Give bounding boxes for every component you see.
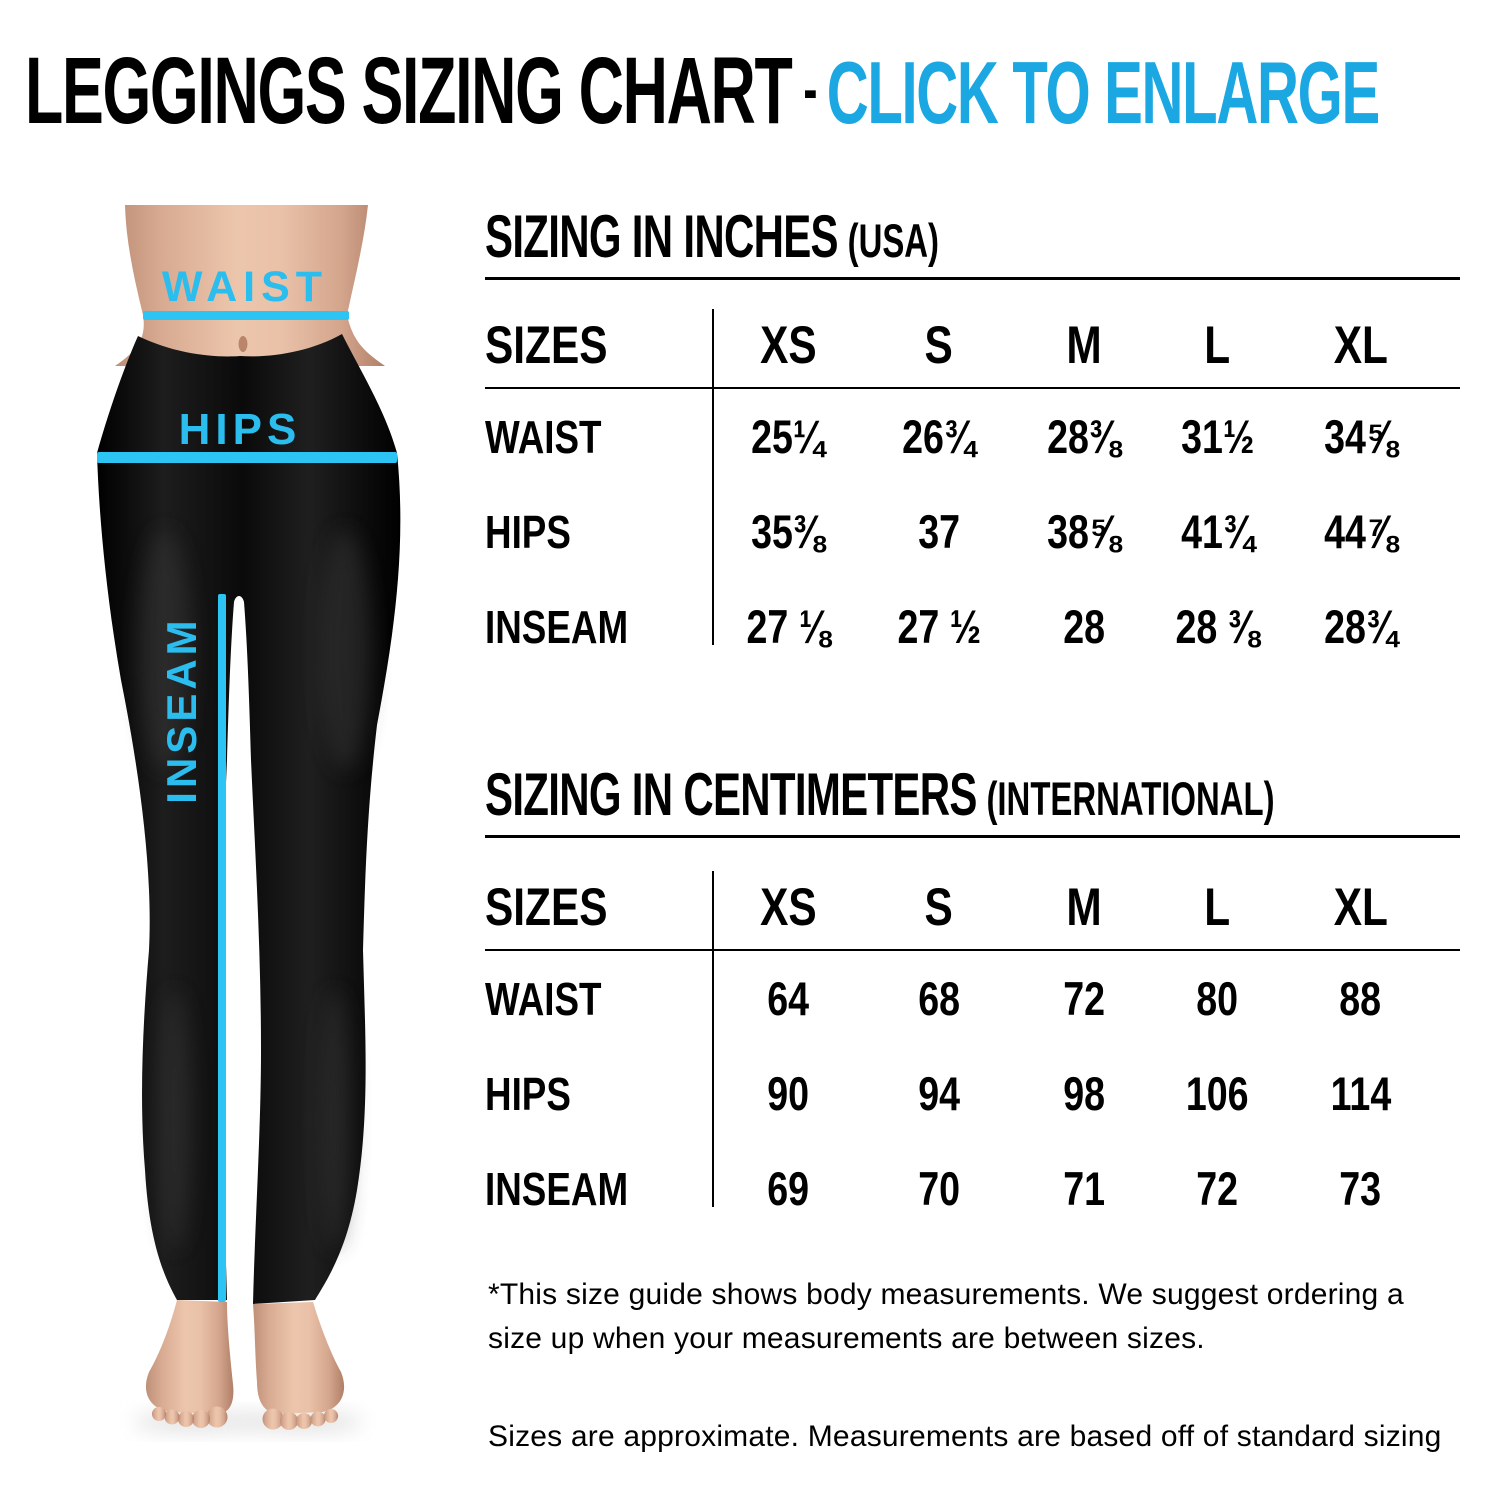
waist-line: [143, 311, 349, 320]
size-value: 72: [1063, 972, 1105, 1025]
row-label: HIPS: [485, 505, 571, 558]
column-header: SIZES: [485, 877, 608, 937]
table-header-row: SIZES XS S M L XL: [485, 865, 1460, 951]
size-value: 94: [918, 1067, 960, 1120]
left-toes: [152, 1406, 228, 1428]
cm-heading-suffix: (INTERNATIONAL): [986, 772, 1275, 825]
click-to-enlarge-link[interactable]: CLICK TO ENLARGE: [826, 43, 1380, 142]
size-value: 34⅝: [1323, 410, 1398, 463]
cm-heading-rule: SIZING IN CENTIMETERS (INTERNATIONAL): [485, 760, 1460, 838]
right-toes: [262, 1408, 338, 1430]
size-value: 106: [1186, 1067, 1249, 1120]
size-value: 70: [918, 1162, 960, 1215]
table-row: HIPS 90 94 98 106 114: [485, 1046, 1460, 1141]
page-title: LEGGINGS SIZING CHART - CLICK TO ENLARGE: [25, 43, 1380, 142]
size-value: 64: [767, 972, 809, 1025]
hips-label: HIPS: [179, 405, 302, 454]
sizing-table-cm: SIZES XS S M L XL WAIST 64 68 72 80 88 H…: [485, 865, 1460, 1236]
size-value: 88: [1339, 972, 1382, 1025]
column-header: L: [1204, 315, 1231, 375]
size-value: 71: [1063, 1162, 1105, 1215]
size-value: 38⅝: [1047, 505, 1121, 558]
column-header: M: [1066, 877, 1102, 937]
column-header: S: [924, 315, 954, 375]
size-value: 90: [767, 1067, 809, 1120]
leggings-photo[interactable]: WAIST HIPS INSEAM: [55, 170, 470, 1450]
cm-heading: SIZING IN CENTIMETERS (INTERNATIONAL): [485, 760, 1275, 829]
inseam-line: [218, 594, 226, 1302]
table-row: WAIST 25¼ 26¾ 28⅜ 31½ 34⅝: [485, 389, 1460, 484]
table-row: WAIST 64 68 72 80 88: [485, 951, 1460, 1046]
row-label: WAIST: [485, 972, 602, 1025]
row-label: INSEAM: [485, 1162, 629, 1215]
sizing-panel: SIZING IN INCHES (USA) SIZES XS S M L XL …: [485, 202, 1460, 1500]
cm-heading-text: SIZING IN CENTIMETERS: [485, 761, 977, 828]
column-header: XS: [759, 877, 817, 937]
table-divider: [712, 309, 714, 645]
size-value: 28¾: [1323, 600, 1398, 653]
size-value: 73: [1339, 1162, 1382, 1215]
size-value: 35⅜: [751, 505, 825, 558]
footnote-1: *This size guide shows body measurements…: [488, 1278, 1404, 1355]
table-header-row: SIZES XS S M L XL: [485, 303, 1460, 389]
column-header: M: [1066, 315, 1102, 375]
size-value: 80: [1196, 972, 1239, 1025]
leggings-figure-svg: WAIST HIPS INSEAM: [97, 205, 401, 1432]
table-divider: [712, 871, 714, 1207]
torso-skin: [115, 205, 385, 366]
inches-heading: SIZING IN INCHES (USA): [485, 202, 939, 271]
size-value: 27 ½: [897, 600, 981, 653]
column-header: XL: [1333, 877, 1388, 937]
leggings-silhouette: [97, 334, 401, 1304]
waist-label: WAIST: [162, 263, 328, 311]
row-label: INSEAM: [485, 600, 629, 653]
right-foot: [253, 1302, 345, 1414]
size-value: 44⅞: [1323, 505, 1398, 558]
column-header: SIZES: [485, 315, 608, 375]
left-foot: [145, 1300, 234, 1414]
size-value: 69: [767, 1162, 809, 1215]
size-value: 98: [1063, 1067, 1105, 1120]
inches-heading-suffix: (USA): [847, 214, 940, 267]
column-header: S: [924, 877, 954, 937]
row-label: HIPS: [485, 1067, 571, 1120]
page-title-text: LEGGINGS SIZING CHART: [25, 38, 793, 144]
size-value: 41¾: [1180, 505, 1255, 558]
hips-line: [97, 452, 397, 463]
title-separator: -: [803, 53, 817, 125]
size-value: 28 ⅜: [1175, 600, 1260, 653]
row-label: WAIST: [485, 410, 602, 463]
size-value: 25¼: [751, 410, 825, 463]
inseam-label: INSEAM: [158, 616, 205, 803]
leggings-sheen: [139, 530, 371, 1250]
size-value: 31½: [1180, 410, 1255, 463]
inches-heading-rule: SIZING IN INCHES (USA): [485, 202, 1460, 280]
column-header: L: [1204, 877, 1231, 937]
table-row: HIPS 35⅜ 37 38⅝ 41¾ 44⅞: [485, 484, 1460, 579]
sizing-table-inches: SIZES XS S M L XL WAIST 25¼ 26¾ 28⅜ 31½ …: [485, 303, 1460, 674]
table-row: INSEAM 27 ⅛ 27 ½ 28 28 ⅜ 28¾: [485, 579, 1460, 674]
size-value: 37: [918, 505, 960, 558]
size-value: 68: [918, 972, 960, 1025]
column-header: XS: [759, 315, 817, 375]
footnote-2: Sizes are approximate. Measurements are …: [488, 1420, 1442, 1453]
size-value: 28: [1063, 600, 1105, 653]
size-value: 114: [1330, 1067, 1391, 1120]
navel: [238, 336, 248, 352]
size-value: 28⅜: [1047, 410, 1121, 463]
column-header: XL: [1333, 315, 1388, 375]
size-value: 72: [1196, 1162, 1239, 1215]
table-row: INSEAM 69 70 71 72 73: [485, 1141, 1460, 1236]
inches-heading-text: SIZING IN INCHES: [485, 203, 839, 270]
size-value: 27 ⅛: [746, 600, 830, 653]
size-value: 26¾: [902, 410, 976, 463]
